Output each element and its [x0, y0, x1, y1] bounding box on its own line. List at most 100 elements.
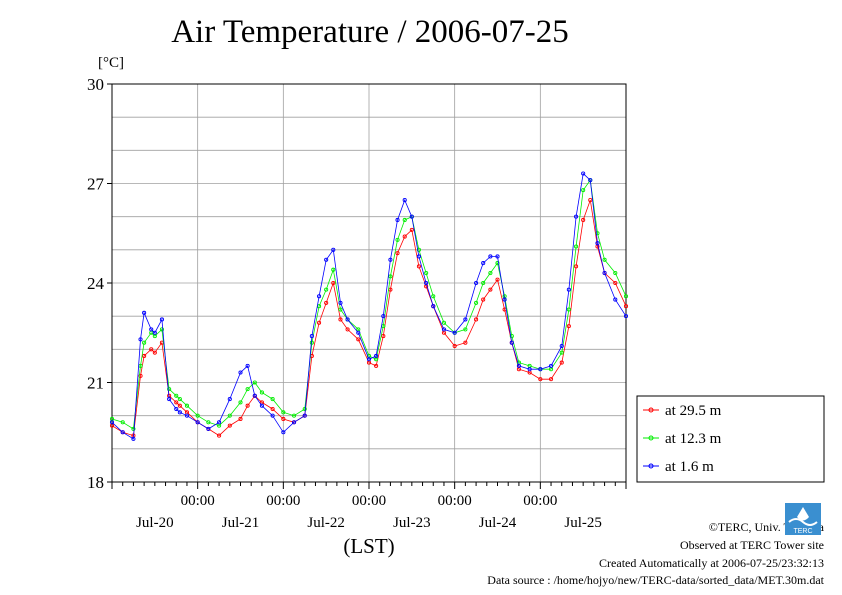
x-date-label: Jul-23: [393, 515, 431, 531]
data-point-series-1: [474, 317, 479, 322]
data-point-series-3: [120, 430, 125, 435]
data-point-series-1: [381, 334, 386, 339]
data-point-series-3: [138, 337, 143, 342]
data-point-series-2: [566, 307, 571, 312]
data-point-series-1: [402, 234, 407, 239]
data-point-series-3: [174, 406, 179, 412]
data-point-series-1: [559, 360, 564, 365]
data-point-series-3: [366, 357, 372, 362]
data-point-series-3: [142, 310, 147, 315]
x-axis-title: (LST): [343, 534, 394, 558]
footer-created: Created Automatically at 2006-07-25/23:3…: [599, 556, 824, 570]
data-point-series-2: [388, 274, 393, 279]
data-point-series-3: [302, 413, 307, 418]
data-point-series-3: [331, 247, 336, 252]
data-point-series-3: [527, 367, 532, 372]
data-point-series-3: [431, 304, 436, 309]
series-line-1: [111, 199, 627, 437]
data-point-series-1: [538, 377, 543, 382]
data-point-series-3: [252, 393, 257, 398]
data-point-series-3: [309, 334, 314, 339]
data-point-series-3: [574, 214, 579, 219]
y-tick-label: 24: [87, 274, 105, 293]
data-point-series-3: [109, 420, 115, 425]
data-point-series-2: [581, 188, 586, 193]
data-point-series-2: [167, 387, 172, 392]
data-point-series-3: [195, 420, 200, 425]
data-point-series-1: [177, 403, 182, 408]
data-point-series-1: [488, 287, 493, 292]
data-point-series-1: [395, 251, 400, 256]
data-point-series-3: [217, 420, 222, 425]
data-point-series-3: [206, 426, 211, 431]
x-time-label: 00:00: [438, 493, 472, 509]
data-point-series-2: [602, 257, 607, 262]
data-point-series-3: [317, 294, 322, 299]
data-point-series-2: [338, 307, 343, 312]
data-point-series-1: [495, 277, 500, 282]
y-tick-label: 30: [87, 75, 104, 94]
data-point-series-1: [581, 217, 586, 223]
x-date-label: Jul-25: [564, 515, 602, 531]
data-point-series-1: [149, 347, 154, 352]
data-point-series-2: [238, 400, 243, 405]
data-point-series-2: [245, 387, 250, 392]
data-point-series-1: [613, 280, 618, 286]
data-point-series-2: [613, 270, 618, 276]
y-tick-label: 21: [87, 374, 104, 393]
data-point-series-2: [431, 294, 436, 299]
data-point-series-2: [395, 237, 400, 242]
x-date-label: Jul-22: [307, 515, 345, 531]
data-point-series-1: [566, 324, 571, 329]
data-point-series-3: [388, 257, 393, 262]
data-point-series-3: [324, 257, 329, 262]
data-point-series-2: [206, 420, 211, 425]
data-point-series-3: [281, 430, 286, 435]
data-point-series-2: [131, 426, 136, 431]
data-point-series-2: [595, 231, 600, 236]
data-point-series-3: [509, 340, 514, 345]
data-point-series-3: [548, 363, 554, 368]
data-point-series-2: [309, 340, 314, 345]
data-point-series-3: [516, 363, 521, 368]
data-point-series-2: [281, 410, 286, 415]
x-date-label: Jul-24: [479, 515, 517, 531]
data-point-series-3: [474, 280, 479, 286]
data-point-series-2: [463, 327, 468, 332]
x-time-label: 00:00: [523, 493, 557, 509]
y-tick-label: 27: [87, 175, 105, 194]
legend-box: [636, 395, 825, 483]
data-point-series-2: [252, 380, 257, 385]
data-point-series-2: [227, 413, 232, 418]
data-point-series-3: [602, 270, 607, 276]
data-point-series-3: [402, 198, 407, 203]
data-point-series-3: [613, 297, 618, 302]
data-point-series-3: [581, 171, 586, 176]
data-point-series-3: [167, 397, 172, 402]
data-point-series-2: [495, 261, 500, 266]
data-point-series-3: [259, 403, 264, 408]
x-time-label: 00:00: [352, 493, 386, 509]
data-point-series-1: [338, 317, 343, 322]
data-point-series-1: [238, 416, 243, 422]
data-point-series-3: [452, 330, 457, 335]
data-point-series-2: [559, 350, 564, 355]
data-point-series-3: [345, 317, 350, 322]
legend-label: at 1.6 m: [665, 459, 714, 475]
data-point-series-3: [356, 330, 361, 335]
data-point-series-2: [623, 294, 629, 299]
data-point-series-3: [152, 330, 157, 335]
data-point-series-1: [409, 227, 414, 232]
data-point-series-1: [356, 337, 361, 342]
data-point-series-1: [452, 343, 457, 349]
data-point-series-3: [159, 317, 164, 322]
data-point-series-1: [324, 300, 329, 305]
data-point-series-3: [409, 214, 414, 219]
legend-swatch-marker: [648, 463, 654, 469]
data-point-series-1: [217, 433, 222, 438]
data-point-series-3: [595, 241, 600, 246]
series-line-2: [111, 179, 627, 430]
data-point-series-1: [481, 297, 486, 302]
data-point-series-2: [402, 217, 407, 223]
